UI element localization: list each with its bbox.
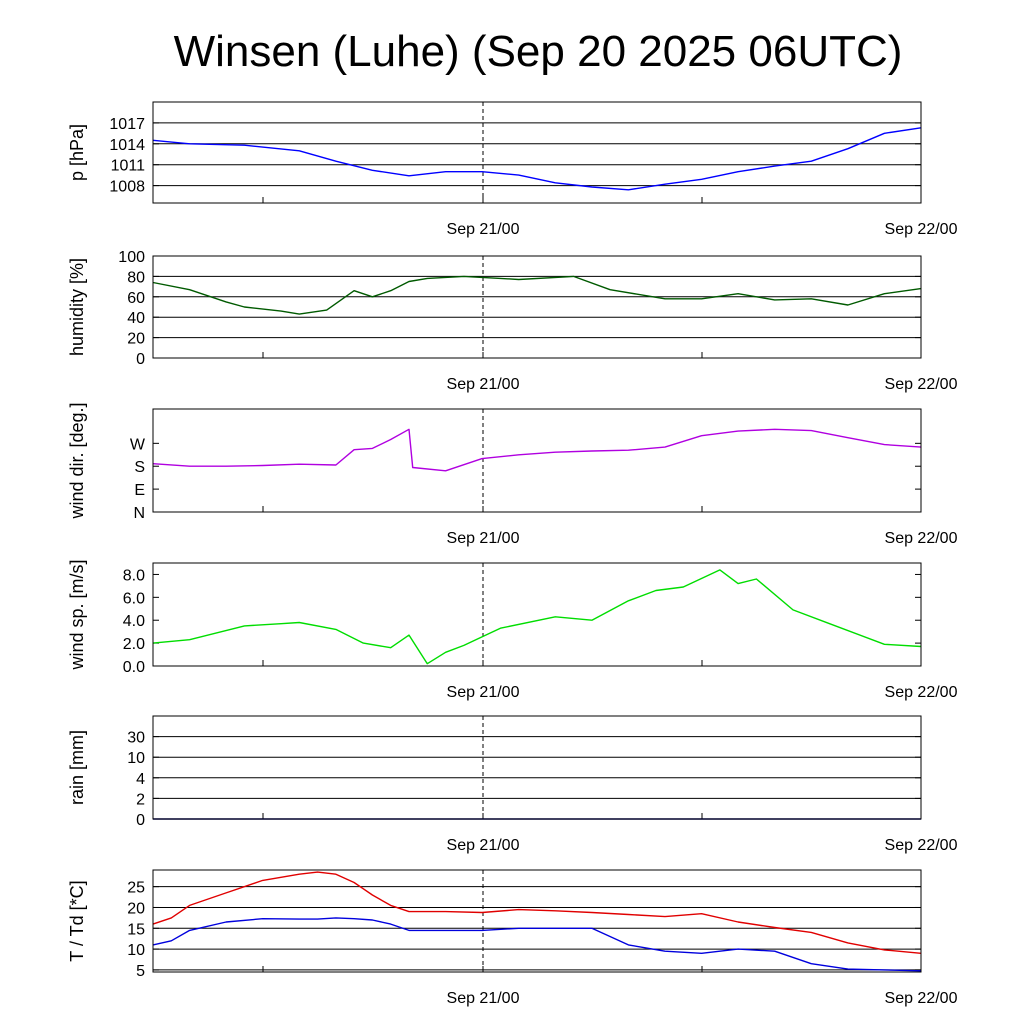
panel-6: 5 10 15 20 25 T / Td [*C] Sep 21/00 Sep 22/00: [67, 869, 958, 1007]
y-tick-label: 0: [136, 351, 145, 368]
y-tick-label: 1011: [111, 158, 146, 175]
y-tick-label: 5: [136, 963, 145, 980]
y-axis-label: wind sp. [m/s]: [67, 559, 87, 670]
plot-frame: [152, 255, 922, 359]
y-tick-label: 0: [136, 812, 145, 829]
x-tick-label: Sep 22/00: [885, 530, 958, 547]
series-line-1: [152, 428, 922, 472]
chart-title: Winsen (Luhe) (Sep 20 2025 06UTC): [174, 27, 903, 76]
y-tick-label: 2.0: [123, 636, 145, 653]
x-tick-label: Sep 21/00: [447, 376, 520, 393]
x-tick-label: Sep 21/00: [447, 837, 520, 854]
x-tick-label: Sep 21/00: [447, 990, 520, 1007]
x-tick-label: Sep 21/00: [447, 530, 520, 547]
y-tick-label: S: [134, 459, 145, 476]
y-axis-label: rain [mm]: [67, 730, 87, 805]
y-tick-label: 40: [127, 310, 145, 327]
x-tick-label: Sep 22/00: [885, 990, 958, 1007]
y-tick-label: 1008: [109, 179, 145, 196]
y-axis-label: T / Td [*C]: [67, 880, 87, 961]
x-tick-label: Sep 22/00: [885, 684, 958, 701]
series-line-2: [152, 917, 922, 972]
y-tick-label: 0.0: [123, 659, 145, 676]
y-tick-label: 8.0: [123, 567, 145, 584]
plot-frame: [152, 101, 922, 204]
x-tick-label: Sep 21/00: [447, 684, 520, 701]
x-tick-label: Sep 22/00: [885, 837, 958, 854]
y-tick-label: 25: [127, 880, 145, 897]
plot-frame: [152, 562, 922, 667]
panel-1: 1008 1011 1014 1017 p [hPa] Sep 21/00 Sep 22/0…: [67, 101, 958, 238]
y-tick-label: W: [130, 436, 146, 453]
y-tick-label: 80: [127, 269, 145, 286]
y-tick-label: E: [134, 482, 145, 499]
y-tick-label: 1014: [109, 137, 145, 154]
y-tick-label: 1017: [109, 116, 145, 133]
y-tick-label: 4.0: [123, 613, 145, 630]
y-axis-label: p [hPa]: [67, 124, 87, 181]
y-tick-label: 2: [136, 791, 145, 808]
y-tick-label: 60: [127, 290, 145, 307]
y-axis-label: wind dir. [deg.]: [67, 402, 87, 519]
y-tick-label: N: [133, 505, 145, 522]
y-tick-label: 6.0: [123, 590, 145, 607]
series-line-1: [152, 275, 922, 315]
series-line-1: [152, 127, 922, 191]
y-tick-label: 20: [127, 331, 145, 348]
series-line-1: [152, 569, 922, 665]
panel-5: 0 2 4 10 30 rain [mm] Sep 21/00 Sep 22/00: [67, 715, 958, 854]
y-tick-label: 30: [127, 730, 145, 747]
y-tick-label: 10: [127, 750, 145, 767]
panel-4: 0.0 2.0 4.0 6.0 8.0 wind sp. [m/s] Sep 21/00 Se…: [67, 559, 958, 701]
y-tick-label: 4: [136, 771, 145, 788]
y-axis-label: humidity [%]: [67, 258, 87, 356]
x-tick-label: Sep 21/00: [447, 221, 520, 238]
plot-frame: [152, 715, 922, 820]
y-tick-label: 10: [127, 942, 145, 959]
y-tick-label: 15: [127, 921, 145, 938]
plot-frame: [152, 408, 922, 513]
series-line-1: [152, 871, 922, 954]
y-tick-label: 100: [118, 249, 145, 266]
x-tick-label: Sep 22/00: [885, 221, 958, 238]
y-tick-label: 20: [127, 900, 145, 917]
plot-frame: [152, 869, 922, 973]
panel-2: 0 20 40 60 80 100 humidity [%] Sep 21/00 Sep 22/…: [67, 249, 958, 393]
x-tick-label: Sep 22/00: [885, 376, 958, 393]
